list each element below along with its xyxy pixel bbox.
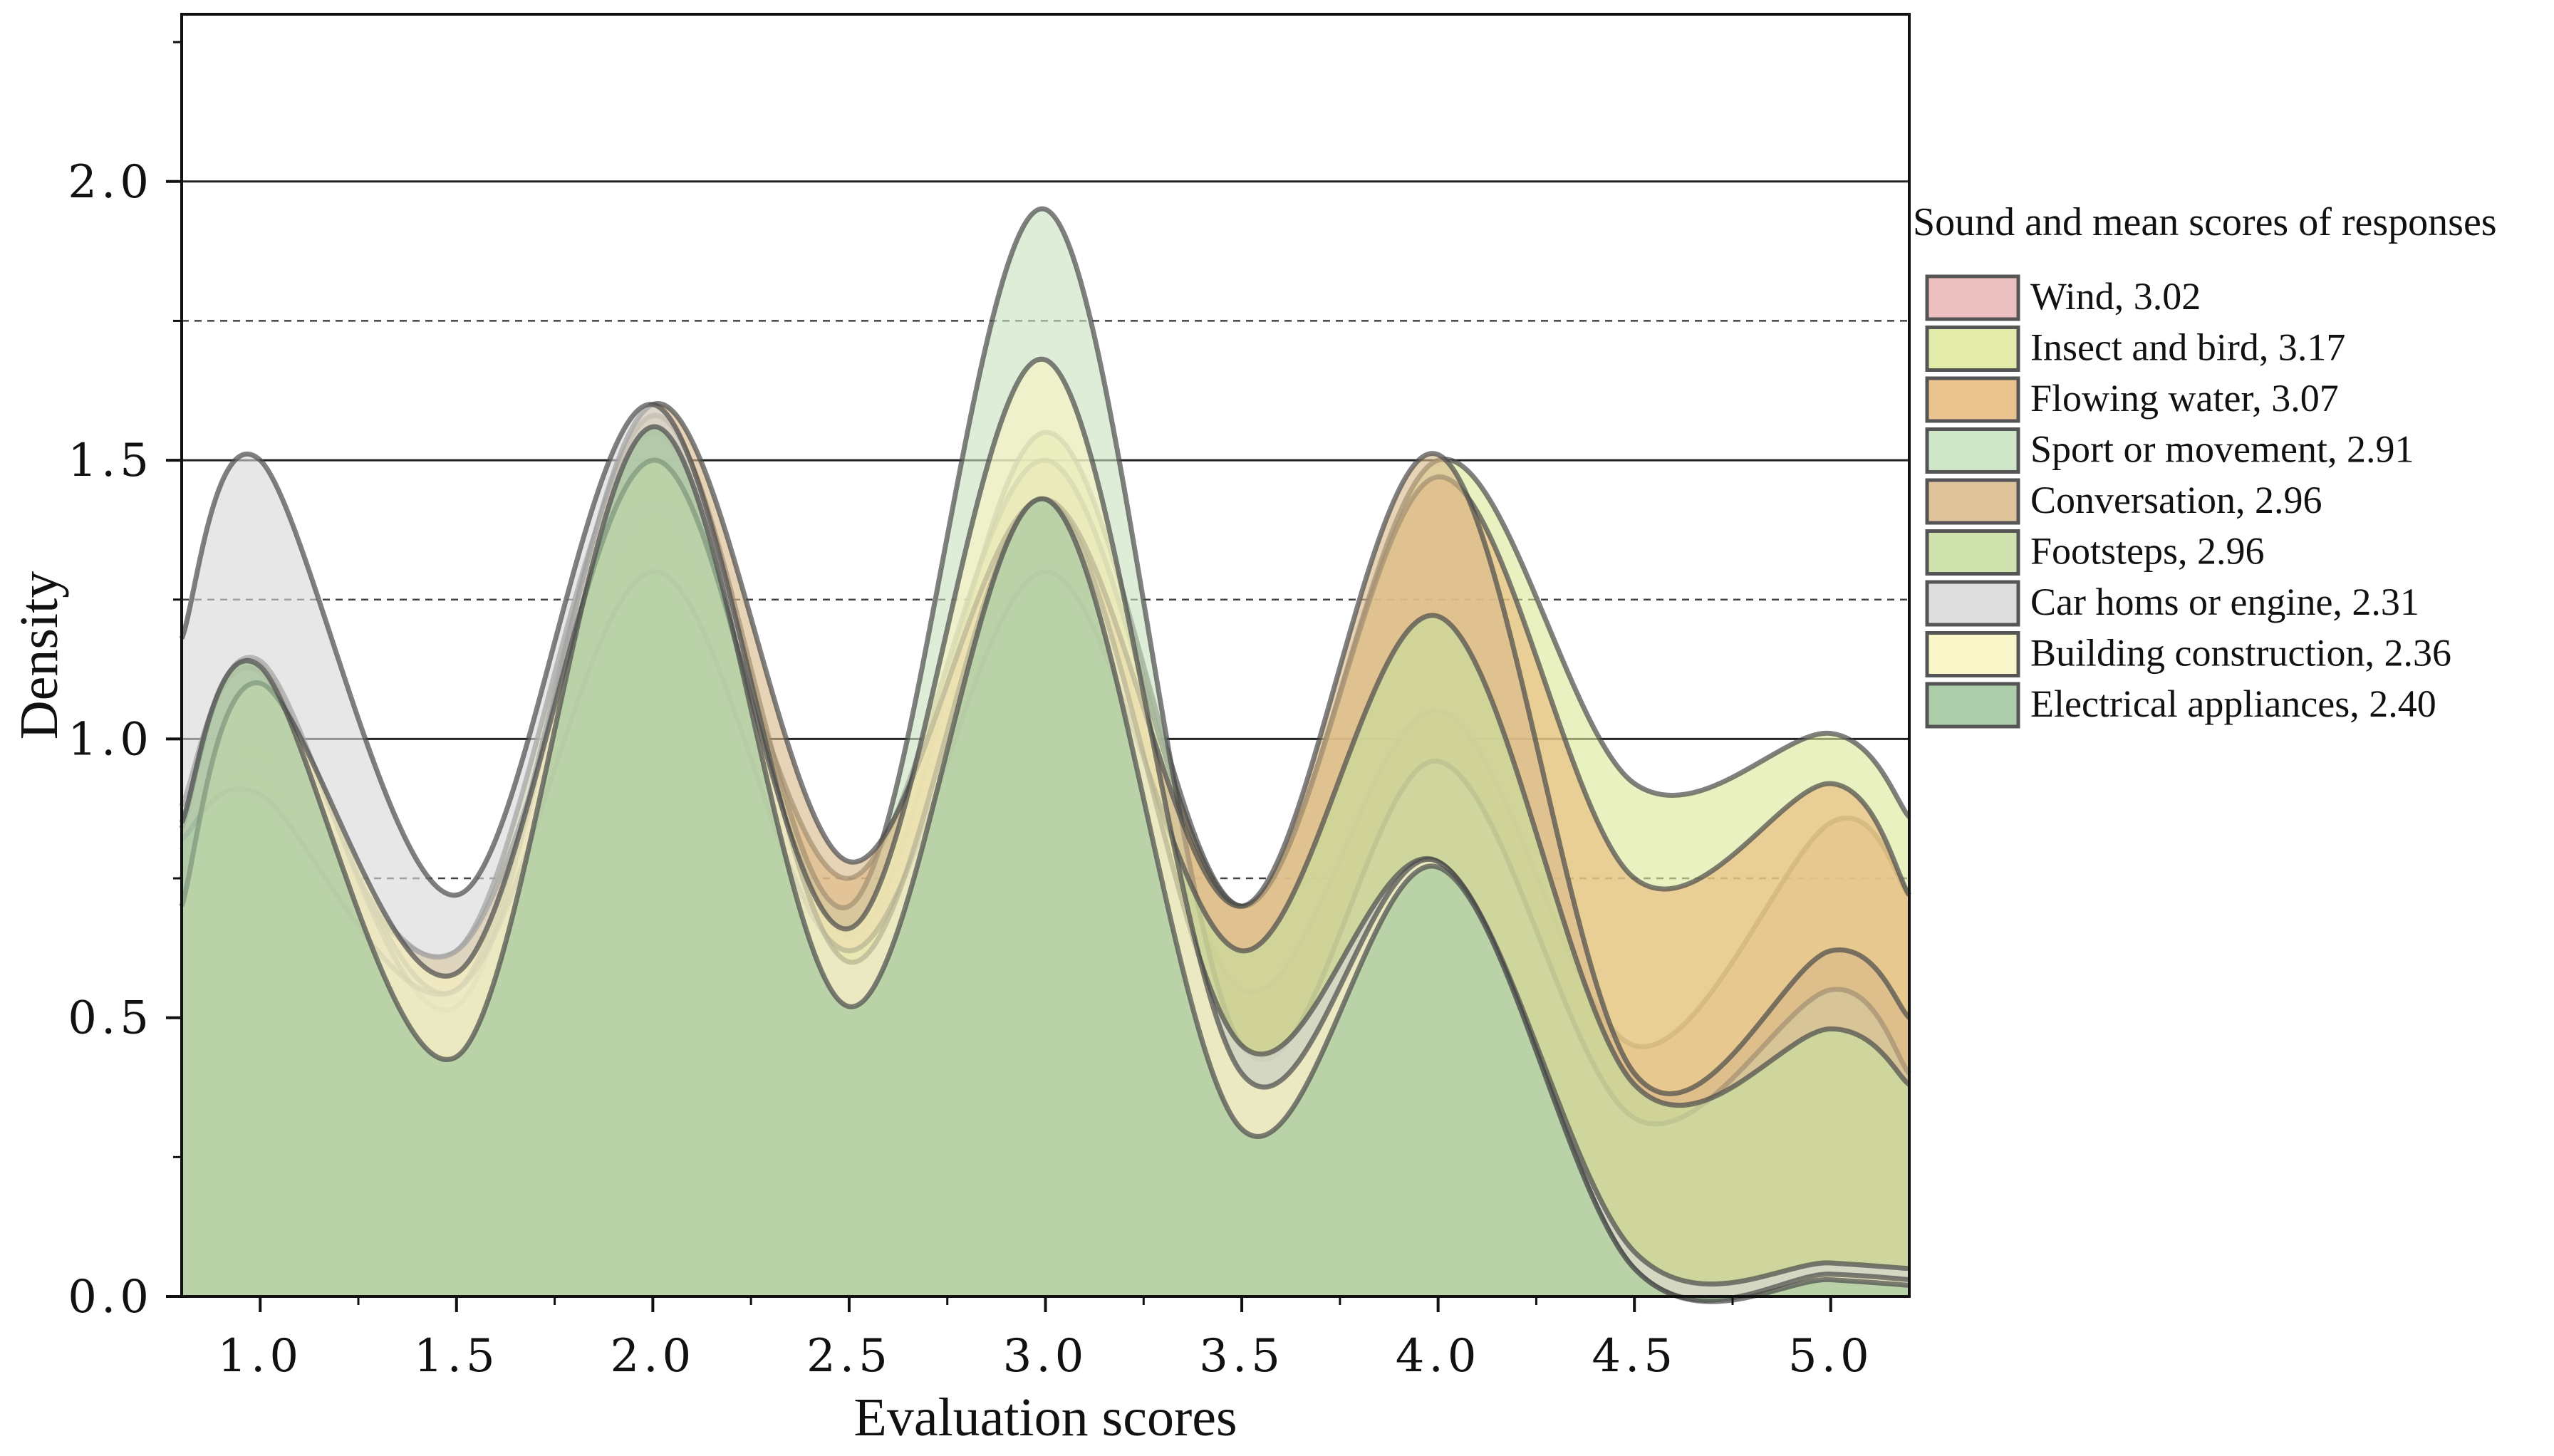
legend-swatch	[1925, 580, 2020, 627]
axis-ticks: 1.0 1.5 2.0 2.5 3.0 3.5 4.0 4.5 5.0 0.0 0.5 1.0 1.5 2…	[68, 41, 1874, 1383]
legend-label: Sport or movement, 2.91	[2030, 428, 2414, 471]
y-tick-label: 1.5	[68, 435, 153, 487]
density-areas	[179, 207, 1911, 1304]
legend-swatch	[1925, 427, 2020, 474]
legend-label: Car homs or engine, 2.31	[2030, 581, 2419, 623]
x-tick-label: 2.0	[610, 1330, 695, 1383]
y-tick-label: 1.0	[68, 713, 153, 766]
legend-swatch	[1925, 682, 2020, 729]
legend-swatch	[1925, 274, 2020, 321]
legend-label: Wind, 3.02	[2030, 275, 2201, 318]
x-tick-label: 2.5	[806, 1330, 892, 1383]
x-tick-label: 4.0	[1396, 1330, 1481, 1383]
legend-label: Insect and bird, 3.17	[2030, 326, 2345, 369]
y-tick-label: 0.5	[68, 992, 153, 1045]
legend-label: Conversation, 2.96	[2030, 479, 2322, 521]
x-tick-label: 3.0	[1003, 1330, 1089, 1383]
y-tick-label: 0.0	[68, 1271, 153, 1324]
legend-swatch	[1925, 529, 2020, 576]
y-tick-label: 2.0	[68, 156, 153, 209]
legend-label: Building construction, 2.36	[2030, 632, 2451, 675]
legend-swatch	[1925, 326, 2020, 372]
legend-title: Sound and mean scores of responses	[1913, 200, 2497, 244]
x-tick-label: 4.5	[1592, 1330, 1677, 1383]
legend-swatch	[1925, 631, 2020, 677]
legend-label: Flowing water, 3.07	[2030, 377, 2339, 420]
x-tick-label: 5.0	[1788, 1330, 1874, 1383]
y-axis-title: Density	[9, 571, 69, 739]
x-axis-title: Evaluation scores	[853, 1388, 1237, 1447]
x-tick-label: 3.5	[1199, 1330, 1284, 1383]
x-tick-label: 1.0	[217, 1330, 303, 1383]
legend-swatch	[1925, 478, 2020, 525]
density-line-9	[179, 424, 1910, 1304]
density-area-9	[182, 427, 1909, 1302]
legend: Wind, 3.02 Insect and bird, 3.17 Flowing w…	[1925, 274, 2451, 729]
x-tick-label: 1.5	[414, 1330, 499, 1383]
legend-swatch	[1925, 376, 2020, 423]
legend-label: Electrical appliances, 2.40	[2030, 682, 2436, 725]
legend-label: Footsteps, 2.96	[2030, 530, 2265, 573]
